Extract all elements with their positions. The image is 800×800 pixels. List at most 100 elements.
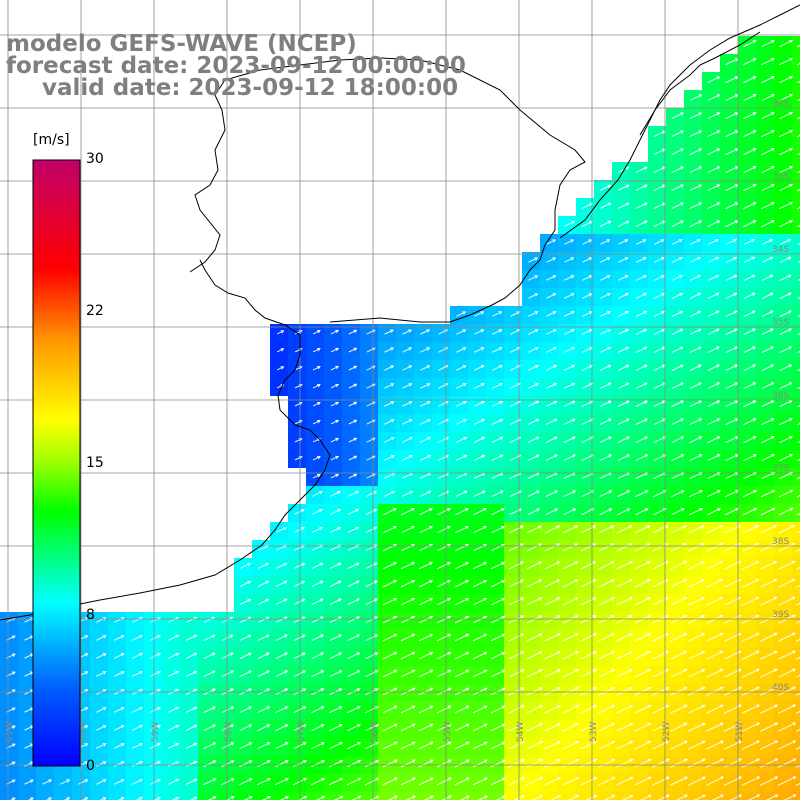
wind-arrow-head	[284, 652, 288, 656]
wind-cell	[738, 792, 756, 800]
wind-arrow	[402, 419, 413, 425]
wind-arrow	[743, 382, 756, 390]
wind-arrow-head	[463, 490, 468, 494]
wind-arrow-head	[611, 669, 616, 673]
wind-arrow-head	[462, 311, 467, 315]
wind-cell	[324, 792, 342, 800]
wind-arrow	[329, 616, 342, 623]
wind-arrow-head	[193, 724, 198, 729]
wind-arrow-head	[409, 436, 413, 441]
wind-arrow	[550, 795, 561, 800]
wind-arrow-head	[429, 561, 434, 566]
wind-arrow-head	[611, 651, 615, 655]
wind-arrow	[24, 743, 34, 749]
wind-arrow	[616, 669, 633, 678]
wind-arrow	[437, 490, 449, 497]
wind-arrow	[167, 617, 179, 623]
wind-arrow	[454, 687, 469, 696]
wind-arrow	[294, 366, 302, 371]
wind-arrow	[545, 454, 558, 461]
wind-arrow-head	[647, 632, 652, 637]
wind-arrow-head	[462, 347, 467, 351]
wind-arrow	[24, 725, 34, 731]
wind-arrow	[796, 602, 800, 606]
wind-arrow-head	[680, 112, 685, 116]
wind-arrow	[617, 311, 629, 317]
wind-arrow-head	[738, 776, 743, 780]
wind-arrow	[616, 776, 633, 786]
wind-arrow-head	[792, 650, 796, 654]
wind-arrow	[347, 509, 359, 515]
wind-arrow	[742, 525, 759, 534]
wind-arrow	[562, 669, 579, 678]
wind-arrow-head	[752, 112, 757, 116]
wind-arrow-head	[429, 579, 434, 584]
wind-arrow-head	[353, 419, 358, 424]
wind-arrow	[64, 797, 70, 800]
wind-arrow	[604, 794, 615, 800]
wind-cell	[180, 792, 198, 800]
wind-arrow	[653, 202, 666, 209]
wind-arrow-head	[102, 635, 107, 639]
wind-arrow-head	[320, 670, 325, 674]
wind-arrow	[329, 760, 343, 768]
wind-arrow-head	[520, 561, 525, 565]
wind-arrow	[617, 436, 630, 443]
wind-arrow	[544, 633, 560, 642]
wind-arrow	[546, 293, 556, 299]
wind-arrow	[401, 580, 415, 588]
wind-arrow	[526, 759, 543, 768]
wind-arrow	[778, 543, 795, 552]
wind-arrow	[401, 562, 415, 570]
wind-arrow	[276, 348, 284, 353]
wind-arrow	[653, 311, 665, 317]
wind-arrow	[598, 759, 615, 768]
wind-arrow	[544, 705, 561, 714]
wind-arrow	[401, 437, 413, 443]
wind-arrow-head	[375, 759, 380, 764]
wind-arrow-head	[571, 220, 576, 225]
wind-arrow	[348, 347, 357, 353]
wind-arrow-head	[592, 561, 597, 565]
wind-arrow	[743, 292, 755, 299]
wind-arrow	[599, 436, 612, 443]
lon-label: 61W	[5, 722, 15, 742]
wind-cell	[792, 270, 800, 288]
wind-arrow	[294, 402, 302, 407]
wind-arrow	[347, 652, 360, 660]
wind-arrow-head	[539, 776, 544, 781]
wind-arrow	[131, 761, 143, 767]
wind-arrow	[366, 347, 375, 353]
wind-arrow-head	[283, 544, 288, 549]
wind-arrow	[707, 490, 721, 498]
wind-arrow-head	[719, 560, 724, 565]
wind-cell	[378, 792, 396, 800]
wind-arrow-head	[697, 239, 701, 243]
wind-arrow	[401, 544, 415, 552]
wind-arrow	[689, 257, 701, 263]
wind-arrow	[797, 170, 800, 174]
wind-arrow-head	[607, 328, 612, 333]
wind-arrow	[131, 707, 143, 713]
wind-arrow-head	[481, 418, 486, 423]
wind-arrow-head	[499, 382, 503, 387]
wind-arrow-head	[592, 615, 597, 619]
wind-arrow	[707, 310, 719, 317]
wind-arrow	[330, 384, 339, 389]
wind-arrow	[436, 741, 452, 750]
wind-arrow-head	[608, 454, 613, 458]
wind-arrow-head	[481, 454, 486, 459]
wind-arrow	[616, 741, 633, 750]
wind-arrow	[671, 148, 684, 155]
wind-arrow-head	[553, 382, 558, 387]
wind-arrow	[456, 383, 467, 389]
wind-arrow	[508, 669, 524, 678]
wind-arrow-head	[317, 473, 321, 478]
wind-arrow	[759, 776, 778, 786]
wind-cell	[792, 306, 800, 324]
wind-arrow	[653, 400, 666, 407]
wind-arrow-head	[719, 650, 724, 655]
wind-arrow-head	[390, 383, 395, 387]
wind-arrow	[419, 472, 431, 479]
